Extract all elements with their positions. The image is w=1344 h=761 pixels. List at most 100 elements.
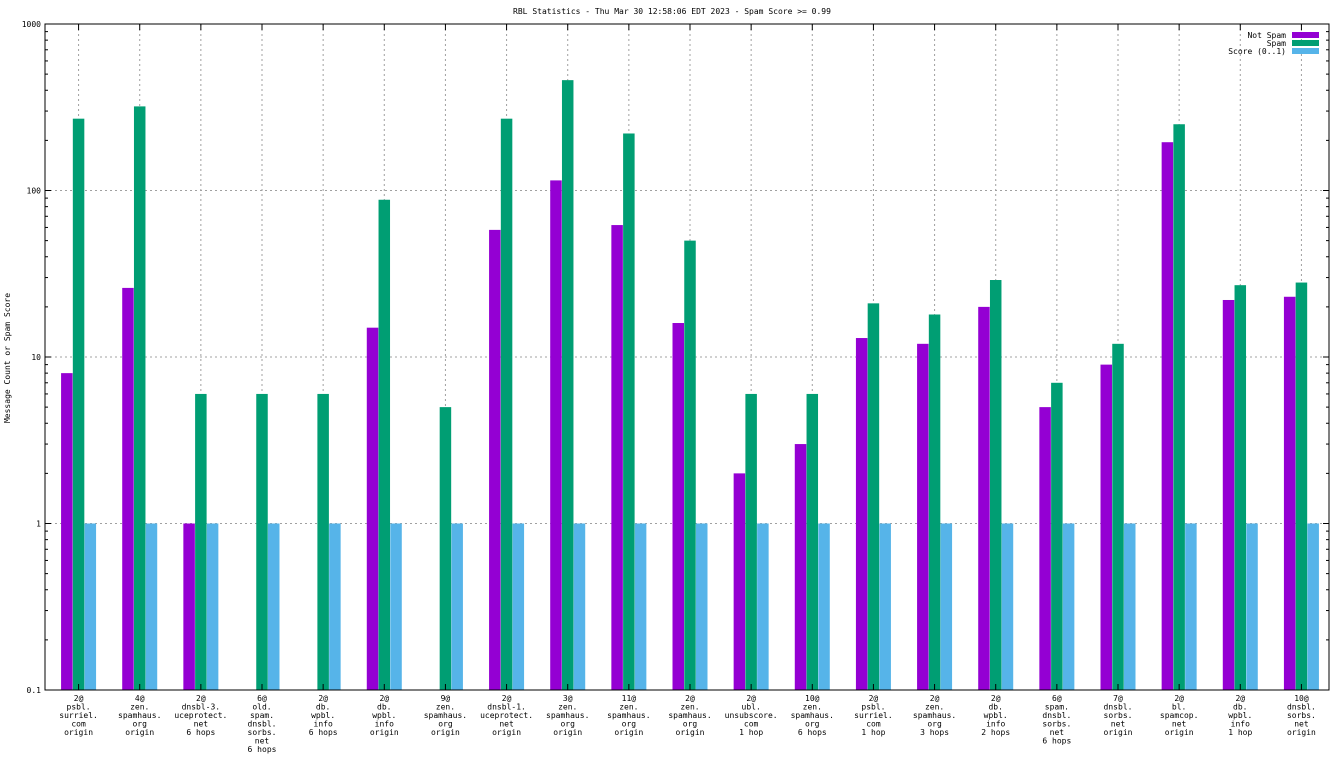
x-tick-label-line: 2@ [74,694,84,703]
x-tick-label-line: dnsbl. [1104,703,1133,712]
x-tick-label: 9@ zen. spamhaus. org origin [424,694,467,737]
x-tick-label-line: spamhaus. [546,711,589,720]
x-tick-label-line: db. [316,703,330,712]
x-tick-label-line: 2@ [1235,694,1245,703]
x-tick-label-line: wpbl. [311,711,335,720]
bar-not-spam-8 [550,180,562,691]
x-tick-label: 7@ dnsbl. sorbs. net origin [1104,694,1133,737]
x-tick-label-line: 3@ [563,694,573,703]
x-tick-label-line: origin [1165,728,1194,737]
x-tick-label-line: net [1111,720,1126,729]
bar-score-0-1-17 [1124,523,1136,690]
x-tick-label-line: origin [1287,728,1316,737]
x-tick-label-line: zen. [925,703,944,712]
bar-not-spam-20 [1283,296,1296,690]
x-tick-label: 2@ db. wpbl. info 6 hops [309,694,338,737]
bar-spam-0 [72,118,85,691]
bar-not-spam-5 [366,327,379,690]
x-tick-label-line: db. [988,703,1002,712]
bar-not-spam-2 [183,523,195,690]
x-tick-label: 2@ ubl. unsubscore. com 1 hop [725,694,778,737]
bar-not-spam-10 [672,323,684,690]
bar-spam-14 [928,314,941,690]
x-tick-label-line: net [1294,720,1309,729]
x-tick-label-line: origin [1104,728,1133,737]
bar-score-0-1-9 [634,523,647,690]
x-tick-label: 10@ dnsbl. sorbs. net origin [1287,694,1316,737]
bar-score-0-1-20 [1307,523,1319,690]
x-tick-label-line: unsubscore. [725,711,778,720]
x-tick-label: 6@ spam. dnsbl. sorbs. net 6 hops [1042,694,1071,746]
x-tick-label-line: 6 hops [798,728,827,737]
bar-spam-1 [133,106,146,691]
bar-not-spam-12 [794,444,807,690]
bar-spam-11 [745,393,757,690]
bar-score-0-1-10 [696,523,708,690]
x-tick-label: 6@ old. spam. dnsbl. sorbs. net 6 hops [248,694,277,754]
x-tick-label-line: 6 hops [1042,737,1071,746]
x-tick-label-line: old. [252,703,271,712]
x-tick-label: 2@ db. wpbl. info origin [370,694,399,737]
bar-score-0-1-16 [1062,523,1075,690]
x-tick-label-line: zen. [619,703,638,712]
x-tick-label-line: spam. [250,711,274,720]
bar-score-0-1-2 [206,523,219,690]
bar-score-0-1-14 [940,523,953,690]
x-tick-label-line: sorbs. [1104,711,1133,720]
legend-swatch [1292,48,1319,54]
x-tick-label-line: org [805,720,820,729]
x-tick-label-line: origin [676,728,705,737]
x-tick-label: 2@ dnsbl-3. uceprotect. net 6 hops [174,694,227,737]
x-tick-label-line: info [314,720,333,729]
y-axis-label: Message Count or Spam Score [3,293,12,423]
x-tick-label-line: net [255,737,270,746]
y-tick-label: 100 [27,187,42,196]
x-tick-label-line: 2@ [746,694,756,703]
legend-label: Spam [1267,39,1286,48]
x-tick-label-line: 10@ [805,694,820,703]
bar-score-0-1-4 [329,523,341,690]
x-tick-label-line: 2@ [379,694,389,703]
x-tick-label-line: com [744,720,759,729]
bar-score-0-1-7 [512,523,525,690]
x-tick-label: 10@ zen. spamhaus. org 6 hops [791,694,834,737]
chart-title: RBL Statistics - Thu Mar 30 12:58:06 EDT… [513,7,831,16]
bar-score-0-1-1 [145,523,158,690]
x-tick-label-line: spamhaus. [607,711,650,720]
x-tick-label-line: org [438,720,453,729]
x-tick-label-line: origin [553,728,582,737]
x-tick-label-line: org [622,720,637,729]
x-tick-label-line: spamhaus. [913,711,956,720]
x-tick-label-line: net [1172,720,1187,729]
bar-not-spam-13 [855,338,868,690]
x-tick-label: 2@ bl. spamcop. net origin [1160,694,1199,737]
x-tick-label-line: zen. [680,703,699,712]
x-tick-label-line: sorbs. [248,728,277,737]
x-tick-label: 2@ psbl. surriel. com origin [59,694,98,737]
bar-spam-9 [623,133,635,690]
x-tick-label-line: 7@ [1113,694,1123,703]
x-tick-label-line: wpbl. [372,711,396,720]
x-tick-label-line: dnsbl. [248,720,277,729]
legend-swatch [1292,40,1319,46]
x-tick-label-line: db. [1233,703,1247,712]
x-tick-label-line: uceprotect. [174,711,227,720]
x-tick-label-line: net [499,720,514,729]
bar-score-0-1-19 [1246,523,1258,690]
x-tick-label-line: org [927,720,942,729]
x-tick-label-line: zen. [803,703,822,712]
bar-not-spam-7 [489,229,501,691]
bar-spam-7 [500,118,513,691]
x-tick-label-line: spamhaus. [118,711,161,720]
x-tick-label-line: 2@ [196,694,206,703]
bar-score-0-1-8 [573,523,586,690]
bar-spam-2 [195,393,207,690]
bar-spam-20 [1295,282,1308,690]
x-tick-label-line: 2 hops [981,728,1010,737]
x-tick-label-line: dnsbl-1. [487,703,526,712]
x-tick-label-line: wpbl. [1228,711,1252,720]
x-tick-label-line: 6 hops [248,745,277,754]
